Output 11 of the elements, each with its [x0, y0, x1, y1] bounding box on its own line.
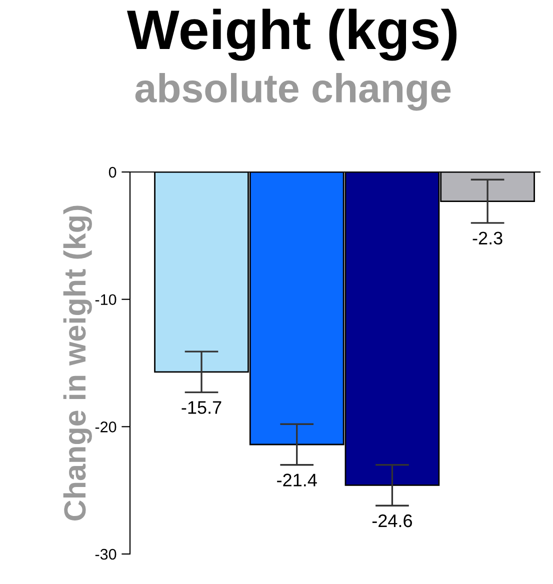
data-label: -2.3	[472, 232, 502, 245]
data-label: -24.6	[372, 514, 412, 528]
y-tick-label: -30	[95, 548, 116, 560]
chart-subtitle: absolute change	[135, 73, 451, 111]
y-tick-label: 0	[108, 166, 116, 178]
y-tick-label: -20	[95, 422, 116, 432]
chart-title: Weight (kgs)	[126, 8, 457, 61]
y-axis-title: Change in weight (kg)	[63, 206, 92, 520]
y-tick-label: -10	[95, 294, 116, 306]
data-label: -21.4	[277, 474, 317, 486]
data-label: -15.7	[182, 401, 222, 414]
